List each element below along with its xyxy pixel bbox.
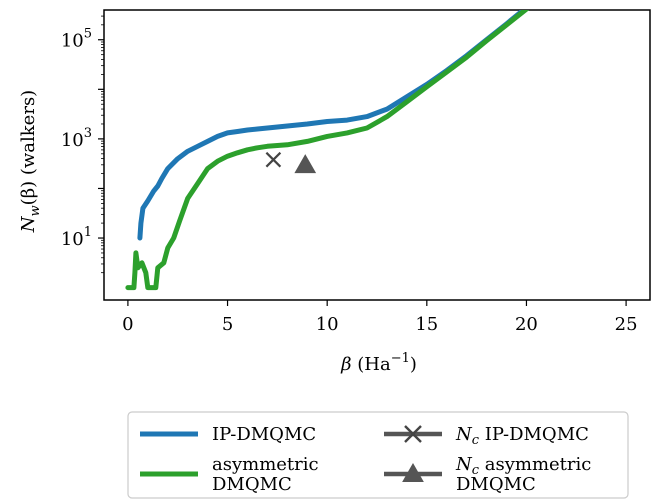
tick-layer: 0 5 10 15 20 25 101 103 105 (61, 15, 638, 335)
x-tick-label: 20 (515, 314, 538, 335)
legend-label: Nc IP-DMQMC (455, 424, 589, 448)
x-tick-label: 25 (615, 314, 638, 335)
legend-marker-triangle (402, 462, 424, 482)
x-tick-label: 15 (415, 314, 438, 335)
legend-marker-x (404, 425, 422, 443)
plot-border (103, 9, 651, 301)
axis-labels: β (Ha−1) Nw(β) (walkers) (18, 90, 417, 375)
marker-layer (265, 151, 317, 174)
legend-box (127, 411, 629, 499)
legend-label: asymmetric (212, 454, 319, 475)
legend-label: DMQMC (212, 474, 292, 495)
legend-label: IP-DMQMC (212, 424, 316, 445)
x-tick-label: 10 (316, 314, 339, 335)
y-tick-label: 103 (61, 126, 92, 151)
marker-nc-ip-dmqmc (265, 151, 282, 168)
y-tick-label: 105 (61, 27, 92, 52)
x-tick-label: 0 (122, 314, 133, 335)
series-line-asymmetric-dmqmc (125, 10, 530, 291)
y-tick-label: 101 (61, 225, 92, 250)
y-axis-label: Nw(β) (walkers) (18, 90, 43, 233)
legend-label: Nc asymmetric (455, 454, 591, 478)
marker-nc-asymmetric-dmqmc (294, 154, 317, 174)
x-tick-label: 5 (222, 314, 233, 335)
series-layer (125, 10, 530, 291)
legend-label: DMQMC (456, 474, 536, 495)
legend-entry: Nc IP-DMQMC (384, 424, 589, 448)
legend-entry: IP-DMQMC (140, 424, 316, 445)
plot-frame (103, 9, 651, 301)
x-axis-label: β (Ha−1) (340, 351, 417, 375)
